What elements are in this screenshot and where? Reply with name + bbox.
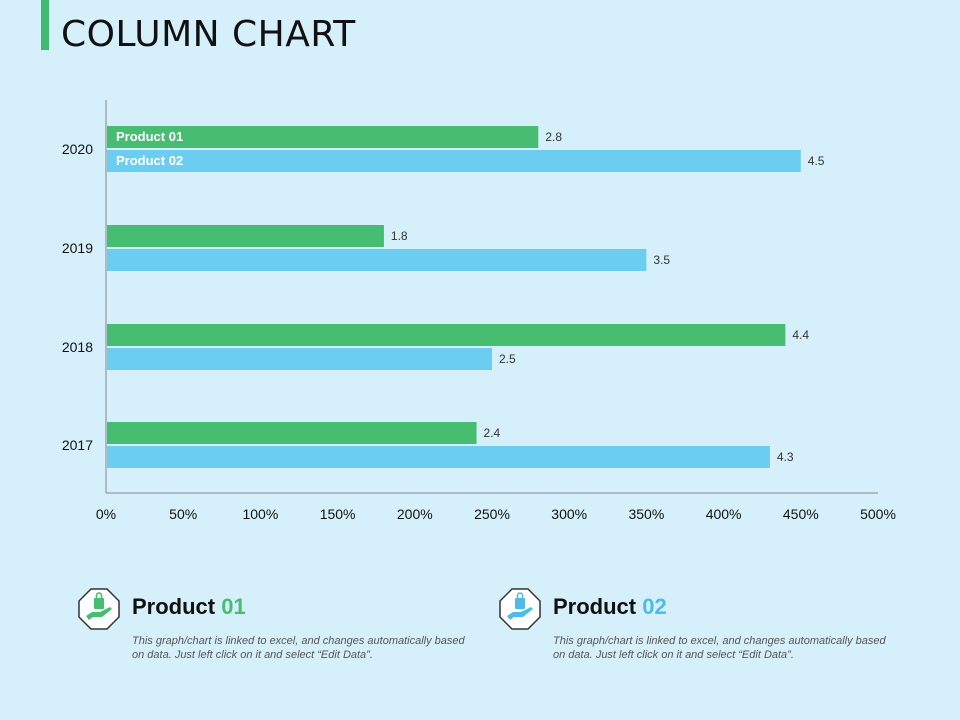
legend-label: Product 01 xyxy=(116,129,183,144)
y-category-label: 2019 xyxy=(62,240,93,256)
product02-title: Product 02 xyxy=(553,594,667,620)
bar-product-02 xyxy=(107,348,492,370)
product02-title-num: 02 xyxy=(642,594,667,619)
x-tick-label: 300% xyxy=(551,506,587,522)
product01-title-main: Product xyxy=(132,594,216,619)
data-label: 3.5 xyxy=(653,253,670,267)
bar-product-02 xyxy=(107,150,801,172)
legend-label: Product 02 xyxy=(116,153,183,168)
y-category-label: 2018 xyxy=(62,339,93,355)
x-tick-label: 150% xyxy=(320,506,356,522)
bar-chart: 0% 50% 100% 150% 200% 250% 300% 350% 400% 450% 500… xyxy=(62,100,896,522)
product02-title-main: Product xyxy=(553,594,637,619)
x-tick-label: 200% xyxy=(397,506,433,522)
bar-product-01 xyxy=(107,422,477,444)
x-tick-label: 350% xyxy=(628,506,664,522)
bar-product-02 xyxy=(107,446,770,468)
product01-description: This graph/chart is linked to excel, and… xyxy=(132,635,465,661)
data-label: 4.4 xyxy=(792,328,809,342)
x-tick-label: 100% xyxy=(242,506,278,522)
data-label: 4.3 xyxy=(777,450,794,464)
x-tick-label: 250% xyxy=(474,506,510,522)
data-label: 4.5 xyxy=(808,154,825,168)
data-label: 2.4 xyxy=(484,426,501,440)
product01-title: Product 01 xyxy=(132,594,246,620)
hand-shopping-bag-icon xyxy=(499,588,541,630)
bar-product-01 xyxy=(107,324,786,346)
y-category-label: 2017 xyxy=(62,437,93,453)
x-tick-label: 500% xyxy=(860,506,896,522)
x-tick-label: 400% xyxy=(706,506,742,522)
data-label: 2.8 xyxy=(545,130,562,144)
product02-description: This graph/chart is linked to excel, and… xyxy=(553,635,886,661)
bar-product-01 xyxy=(107,126,539,148)
x-tick-label: 50% xyxy=(169,506,197,522)
page-title: COLUMN CHART xyxy=(61,14,356,55)
title-accent-bar xyxy=(41,0,49,50)
bar-product-01 xyxy=(107,225,384,247)
y-category-label: 2020 xyxy=(62,141,93,157)
data-label: 2.5 xyxy=(499,352,516,366)
x-tick-label: 0% xyxy=(96,506,116,522)
hand-shopping-bag-icon xyxy=(78,588,120,630)
data-label: 1.8 xyxy=(391,229,408,243)
product01-title-num: 01 xyxy=(221,594,246,619)
bar-product-02 xyxy=(107,249,647,271)
x-tick-label: 450% xyxy=(783,506,819,522)
